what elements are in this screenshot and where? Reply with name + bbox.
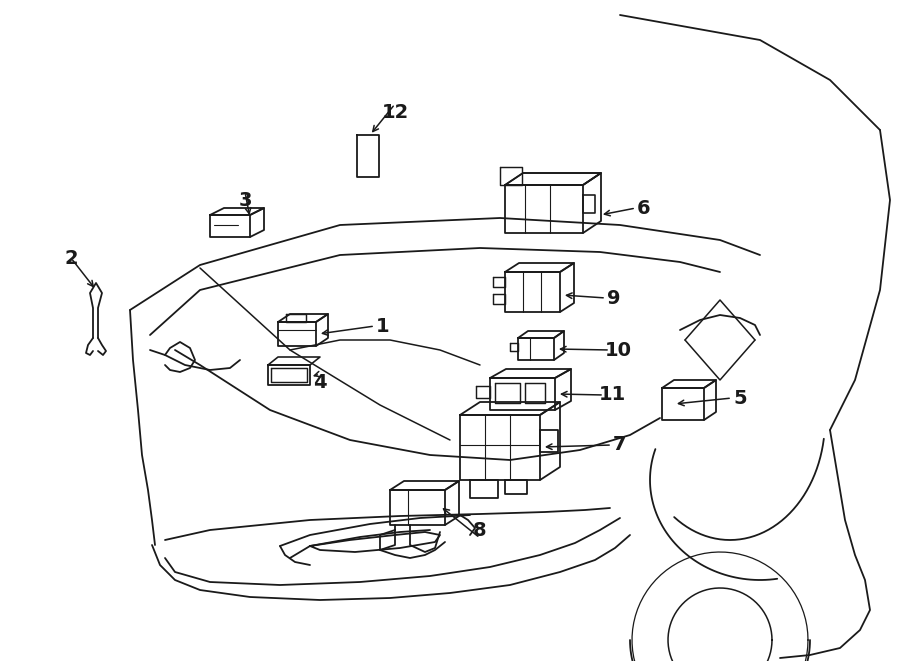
Text: 1: 1 <box>376 317 390 336</box>
Text: 8: 8 <box>473 520 487 539</box>
Text: 6: 6 <box>637 198 651 217</box>
Text: 11: 11 <box>598 385 625 405</box>
Text: 12: 12 <box>382 102 409 122</box>
Text: 9: 9 <box>608 288 621 307</box>
Text: 7: 7 <box>613 436 626 455</box>
Text: 3: 3 <box>238 190 252 210</box>
Text: 4: 4 <box>313 373 327 391</box>
Text: 10: 10 <box>605 340 632 360</box>
Text: 2: 2 <box>64 249 77 268</box>
Text: 5: 5 <box>734 389 747 407</box>
